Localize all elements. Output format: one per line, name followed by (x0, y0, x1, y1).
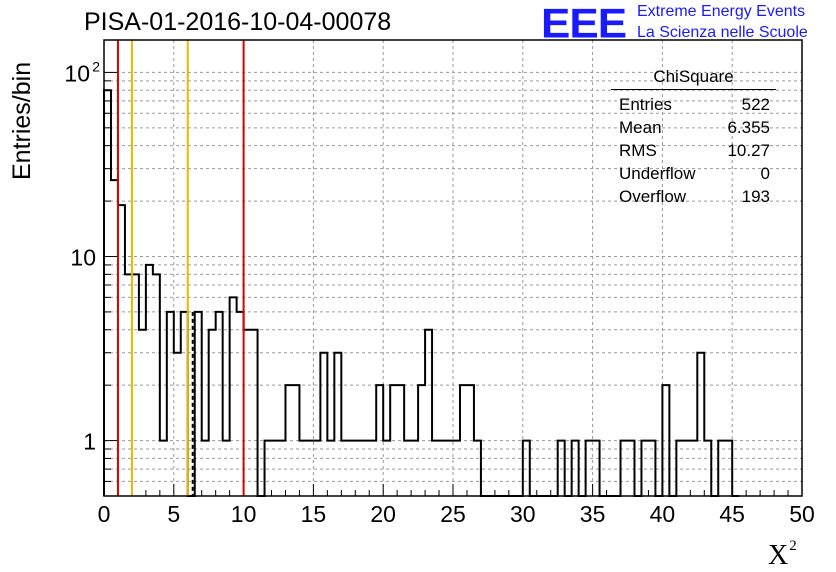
histogram-bin (244, 330, 251, 496)
stats-label: RMS (619, 141, 657, 160)
plot-frame (103, 39, 803, 497)
stats-label: Mean (619, 118, 662, 137)
y-tick-label-exponent: 2 (92, 58, 100, 74)
histogram-bin (425, 330, 432, 496)
histogram-bin (251, 330, 258, 496)
stats-value: 0 (760, 164, 770, 183)
x-tick-label: 30 (510, 501, 536, 527)
stats-row-mean: Mean 6.355 (611, 116, 776, 139)
histogram-bin (118, 205, 125, 496)
histogram-bin (237, 312, 244, 496)
x-axis-label-sup: 2 (789, 538, 797, 554)
eee-logo: EEE (541, 0, 627, 47)
x-tick-label: 50 (789, 501, 815, 527)
x-tick-label: 20 (370, 501, 396, 527)
stats-row-overflow: Overflow 193 (611, 185, 776, 208)
stats-label: Underflow (619, 164, 696, 183)
x-tick-label: 0 (98, 501, 111, 527)
stats-value: 10.27 (727, 141, 770, 160)
x-axis-label: X2 (768, 538, 797, 572)
histogram-bin (216, 312, 223, 496)
y-tick-label: 10 (70, 245, 96, 271)
histogram-bin (139, 330, 146, 496)
histogram-bin (230, 297, 237, 496)
histogram-bin (209, 330, 216, 496)
x-tick-label: 15 (301, 501, 327, 527)
stats-value: 6.355 (727, 118, 770, 137)
stats-label: Entries (619, 95, 672, 114)
y-tick-label: 10 (64, 60, 90, 86)
y-tick-label: 1 (83, 429, 96, 455)
stats-row-rms: RMS 10.27 (611, 139, 776, 162)
histogram-bin (320, 353, 327, 496)
x-tick-label: 35 (580, 501, 606, 527)
histogram-bin (167, 312, 174, 496)
histogram-bin (195, 312, 202, 496)
histogram-bin (697, 353, 704, 496)
histogram-bin (146, 265, 153, 496)
logo-subtitle-2: La Scienza nelle Scuole (637, 24, 808, 41)
histogram-bin (104, 90, 111, 496)
logo-subtitle-1: Extreme Energy Events (637, 3, 806, 20)
x-tick-label: 25 (440, 501, 466, 527)
histogram-bin (334, 353, 341, 496)
stats-title: ChiSquare (611, 67, 776, 90)
stats-row-entries: Entries 522 (611, 93, 776, 116)
x-tick-label: 5 (167, 501, 180, 527)
x-axis-label-base: X (768, 540, 789, 571)
stats-value: 522 (741, 95, 770, 114)
stats-box: ChiSquare Entries 522 Mean 6.355 RMS 10.… (611, 67, 776, 208)
stats-row-underflow: Underflow 0 (611, 162, 776, 185)
stats-value: 193 (741, 187, 770, 206)
histogram-bin (174, 353, 181, 496)
x-tick-label: 40 (650, 501, 676, 527)
x-tick-label: 10 (231, 501, 257, 527)
stats-label: Overflow (619, 187, 687, 206)
chart-title: PISA-01-2016-10-04-00078 (84, 8, 392, 36)
x-tick-label: 45 (719, 501, 745, 527)
histogram-bin (181, 312, 188, 496)
